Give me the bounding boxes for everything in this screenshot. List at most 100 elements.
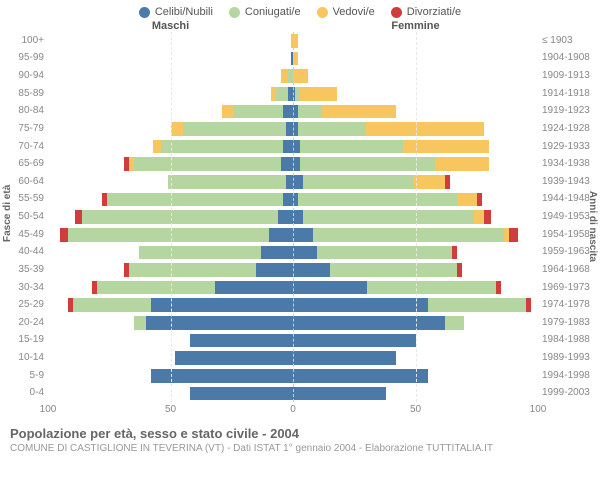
bar-segment xyxy=(413,175,445,189)
bar-segment xyxy=(234,105,283,119)
birth-label: 1934-1938 xyxy=(542,155,590,173)
chart-container: Celibi/NubiliConiugati/eVedovi/eDivorzia… xyxy=(0,0,600,500)
bar-segment xyxy=(435,157,489,171)
bar-segment xyxy=(293,69,308,83)
birth-label: 1979-1983 xyxy=(542,314,590,332)
stacked-bar xyxy=(222,104,293,120)
age-label: 65-69 xyxy=(18,155,44,173)
age-label: 55-59 xyxy=(18,191,44,209)
stacked-bar xyxy=(134,315,293,331)
x-tick-label: 100 xyxy=(530,404,547,415)
birth-label: 1949-1953 xyxy=(542,208,590,226)
chart-title: Popolazione per età, sesso e stato civil… xyxy=(10,426,600,441)
stacked-bar xyxy=(293,209,491,225)
legend-swatch xyxy=(317,7,328,18)
bar-segment xyxy=(428,298,526,312)
birth-label: 1954-1958 xyxy=(542,226,590,244)
x-tick-label: 0 xyxy=(290,404,296,415)
stacked-bar xyxy=(60,227,293,243)
bar-segment xyxy=(457,193,477,207)
stacked-bar xyxy=(293,104,396,120)
stacked-bar xyxy=(271,86,293,102)
legend-label: Divorziati/e xyxy=(407,6,461,18)
bar-segment xyxy=(293,52,298,66)
bar-segment xyxy=(303,210,474,224)
bar-row xyxy=(293,103,538,121)
bar-segment xyxy=(283,193,293,207)
bar-segment xyxy=(68,228,269,242)
bar-segment xyxy=(298,122,367,136)
bar-segment xyxy=(445,316,465,330)
age-label: 0-4 xyxy=(30,385,44,403)
x-tick-label: 50 xyxy=(165,404,176,415)
stacked-bar xyxy=(151,368,293,384)
legend-item: Divorziati/e xyxy=(391,6,461,18)
age-label: 20-24 xyxy=(18,314,44,332)
bar-segment xyxy=(281,69,288,83)
age-label: 95-99 xyxy=(18,50,44,68)
bar-row xyxy=(293,332,538,350)
bar-segment xyxy=(366,122,484,136)
birth-label: 1959-1963 xyxy=(542,244,590,262)
bar-row xyxy=(48,385,293,403)
bar-segment xyxy=(477,193,482,207)
bar-row xyxy=(48,85,293,103)
legend-item: Celibi/Nubili xyxy=(139,6,213,18)
bar-row xyxy=(48,191,293,209)
age-label: 100+ xyxy=(21,32,44,50)
bar-row xyxy=(48,208,293,226)
bar-row xyxy=(48,296,293,314)
bar-row xyxy=(48,32,293,50)
bar-segment xyxy=(317,246,452,260)
stacked-bar xyxy=(293,174,450,190)
bar-segment xyxy=(269,228,294,242)
birth-label: 1964-1968 xyxy=(542,261,590,279)
bar-segment xyxy=(293,34,298,48)
bar-segment xyxy=(261,246,293,260)
bar-segment xyxy=(457,263,462,277)
stacked-bar xyxy=(293,262,462,278)
birth-label: 1999-2003 xyxy=(542,385,590,403)
bar-row xyxy=(293,191,538,209)
bar-row xyxy=(293,120,538,138)
bar-segment xyxy=(222,105,234,119)
bar-segment xyxy=(151,369,293,383)
bar-segment xyxy=(293,351,396,365)
stacked-bar xyxy=(293,121,484,137)
x-axis: 10050050100 xyxy=(0,402,600,420)
bar-row xyxy=(48,50,293,68)
bar-segment xyxy=(452,246,457,260)
bar-segment xyxy=(215,281,293,295)
stacked-bar xyxy=(124,262,293,278)
stacked-bar xyxy=(139,245,293,261)
bar-row xyxy=(48,349,293,367)
birth-label: 1994-1998 xyxy=(542,367,590,385)
bar-segment xyxy=(293,140,300,154)
bar-row xyxy=(293,32,538,50)
bar-segment xyxy=(496,281,501,295)
birth-label: 1919-1923 xyxy=(542,103,590,121)
stacked-bar xyxy=(68,297,293,313)
x-tick-label: 100 xyxy=(40,404,57,415)
stacked-bar xyxy=(75,209,293,225)
bar-segment xyxy=(313,228,504,242)
bar-segment xyxy=(293,298,428,312)
bar-segment xyxy=(278,210,293,224)
bar-row xyxy=(293,244,538,262)
bar-segment xyxy=(175,351,293,365)
bar-row xyxy=(293,155,538,173)
stacked-bar xyxy=(102,192,293,208)
stacked-bar xyxy=(293,192,482,208)
bar-segment xyxy=(293,263,330,277)
age-label: 60-64 xyxy=(18,173,44,191)
age-label: 45-49 xyxy=(18,226,44,244)
stacked-bar xyxy=(171,121,294,137)
bar-segment xyxy=(82,210,278,224)
bar-segment xyxy=(139,246,261,260)
bar-segment xyxy=(73,298,151,312)
bar-segment xyxy=(286,175,293,189)
bar-row xyxy=(293,226,538,244)
bar-segment xyxy=(134,157,281,171)
birth-label: 1909-1913 xyxy=(542,67,590,85)
bar-segment xyxy=(300,87,337,101)
